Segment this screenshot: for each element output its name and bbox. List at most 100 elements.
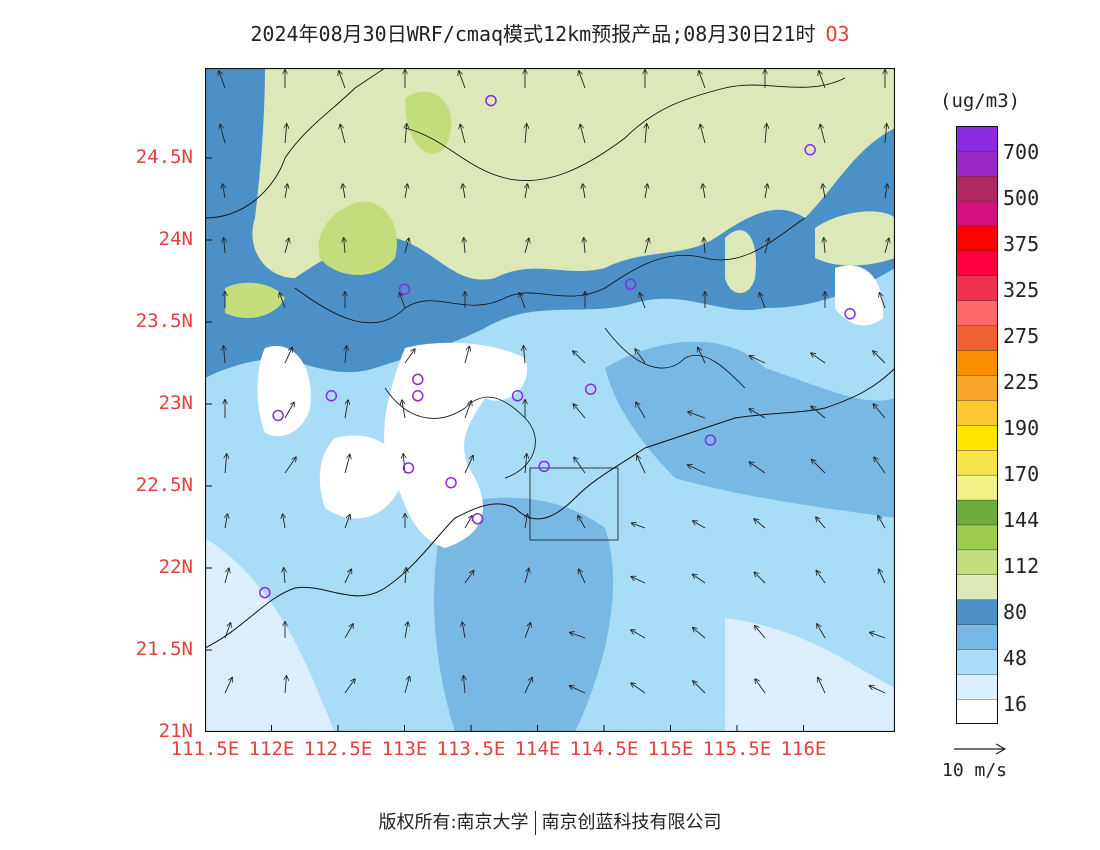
wind-arrow <box>700 125 706 144</box>
wind-arrow <box>820 125 826 144</box>
wind-arrow <box>885 184 887 199</box>
wind-arrow <box>525 454 527 474</box>
wind-arrow <box>765 124 767 144</box>
wind-arrow <box>224 678 232 694</box>
colorbar-swatch <box>956 624 998 650</box>
colorbar-swatch <box>956 350 998 376</box>
wind-arrow <box>688 412 706 419</box>
wind-arrow <box>755 626 766 639</box>
latitude-label: 24.5N <box>135 146 193 168</box>
footer-separator <box>534 811 536 835</box>
wind-arrow <box>704 238 705 254</box>
wind-arrow <box>464 456 473 474</box>
colorbar-swatch <box>956 126 998 152</box>
colorbar-label: 325 <box>1003 278 1040 302</box>
wind-arrow <box>750 356 766 364</box>
wind-arrow <box>464 676 466 694</box>
wind-arrow <box>462 622 465 639</box>
wind-arrow <box>811 353 826 364</box>
colorbar-swatch <box>956 574 998 600</box>
wind-arrow <box>754 572 766 584</box>
colorbar-swatch <box>956 225 998 252</box>
latitude-label: 23.5N <box>135 310 193 332</box>
wind-arrow <box>459 71 466 89</box>
station-marker <box>485 94 497 107</box>
wind-arrow <box>404 677 409 694</box>
footer-left: 版权所有:南京大学 <box>378 812 529 833</box>
wind-arrow <box>284 457 296 474</box>
boundary-line-east <box>604 327 746 389</box>
longitude-label: 113.5E <box>436 738 506 760</box>
wind-arrow <box>224 238 225 254</box>
wind-arrow <box>631 630 646 639</box>
wind-arrow <box>579 71 586 89</box>
station-marker <box>402 462 415 474</box>
coastline <box>205 367 895 649</box>
latitude-label: 21.5N <box>135 638 193 660</box>
station-marker <box>584 383 597 395</box>
colorbar-swatch <box>956 474 998 501</box>
wind-arrow <box>579 569 586 584</box>
wind-arrow <box>460 125 466 144</box>
station-marker <box>325 390 338 402</box>
station-marker <box>624 278 637 291</box>
wind-arrow <box>225 514 227 529</box>
wind-arrow <box>224 623 231 639</box>
colorbar-label: 500 <box>1003 186 1040 210</box>
boundary-line-prd <box>384 387 536 479</box>
colorbar-swatch <box>956 599 998 625</box>
wind-arrow <box>525 124 527 144</box>
wind-arrow <box>344 569 351 584</box>
longitude-label: 114E <box>514 738 561 760</box>
wind-arrow <box>760 293 766 309</box>
wind-arrow <box>765 184 767 199</box>
wind-arrow <box>520 293 526 309</box>
colorbar-swatch <box>956 325 998 351</box>
wind-arrow <box>823 184 825 199</box>
wind-arrow <box>570 686 586 694</box>
wind-arrow <box>219 71 226 89</box>
wind-arrow <box>284 402 294 419</box>
wind-arrow <box>344 515 350 529</box>
wind-arrow <box>693 521 706 529</box>
wind-arrow <box>703 184 705 199</box>
wind-arrow <box>818 678 826 694</box>
boundary-line-nw <box>205 68 386 219</box>
station-marker <box>259 586 271 599</box>
wind-arrow <box>405 568 406 584</box>
station-marker <box>511 390 524 402</box>
ozone-zone-green-east <box>725 230 756 293</box>
wind-arrow <box>225 454 227 474</box>
wind-arrow <box>524 678 532 694</box>
ozone-zone-green-ne <box>815 211 895 266</box>
latitude-label: 23N <box>158 392 193 414</box>
wind-arrow <box>284 568 285 584</box>
colorbar-swatch <box>956 200 998 227</box>
longitude-label: 116E <box>780 738 827 760</box>
colorbar-swatch <box>956 499 998 526</box>
colorbar-swatch <box>956 424 998 451</box>
wind-arrow <box>637 456 646 474</box>
colorbar-swatch <box>956 673 998 700</box>
wind-arrow <box>873 351 886 364</box>
wind-arrow <box>285 184 287 199</box>
wind-arrow <box>870 633 886 639</box>
wind-arrow <box>874 457 886 474</box>
wind-arrow <box>344 455 350 474</box>
map-title: 2024年08月30日WRF/cmaq模式12km预报产品;08月30日21时 O… <box>0 18 1100 47</box>
wind-arrow <box>405 622 408 639</box>
colorbar-swatch <box>956 649 998 675</box>
wind-arrow <box>699 71 706 89</box>
colorbar-label: 16 <box>1003 692 1028 716</box>
wind-arrow <box>688 465 706 474</box>
colorbar-swatch <box>956 399 998 426</box>
colorbar-label: 375 <box>1003 232 1040 256</box>
wind-arrow <box>224 346 226 364</box>
wind-arrow <box>749 409 766 419</box>
colorbar-label: 144 <box>1003 508 1040 532</box>
wind-arrow <box>220 125 226 144</box>
wind-scale-label: 10 m/s <box>942 760 1008 781</box>
wind-arrow <box>644 239 649 254</box>
colorbar-swatch <box>956 175 998 202</box>
colorbar-label: 112 <box>1003 554 1040 578</box>
